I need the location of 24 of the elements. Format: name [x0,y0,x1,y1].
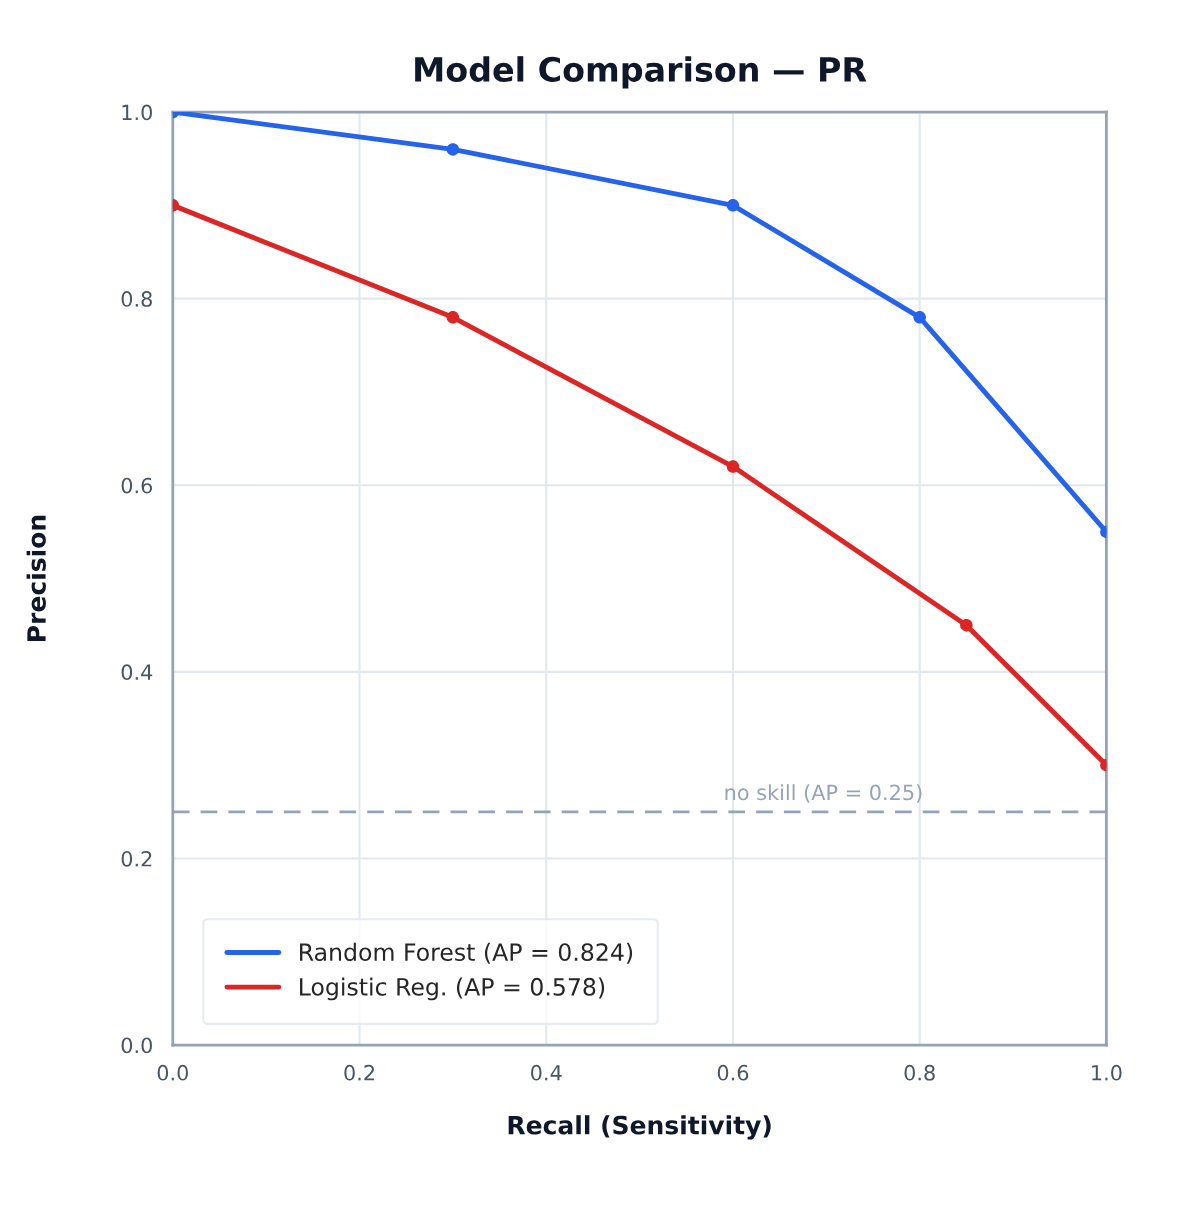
point [446,311,460,324]
legend-label: Logistic Reg. (AP = 0.578) [300,977,605,1001]
x-tick-label: 0.6 [717,1064,749,1081]
y-tick-label: 0.2 [121,850,152,867]
x-tick-label: 0.4 [531,1064,562,1081]
y-tick-label: 0.0 [121,1037,152,1054]
point [446,143,460,156]
ref-line-label: no skill (AP = 0.25) [725,784,922,803]
y-tick-label: 0.8 [121,291,152,307]
x-tick-label: 1.0 [1092,1064,1122,1081]
y-tick-label: 0.4 [121,664,153,681]
point [960,618,973,632]
y-tick-label: 1.0 [122,104,152,121]
point [726,460,740,473]
legend-label: Random Forest (AP = 0.824) [300,942,633,964]
x-tick-label: 0.0 [157,1064,188,1081]
y-axis-title: Precision [26,515,46,641]
y-tick-label: 0.6 [121,477,153,494]
x-tick-label: 0.2 [344,1064,374,1081]
point [726,199,740,212]
x-axis-title: Recall (Sensitivity) [508,1115,771,1140]
x-tick-label: 0.8 [904,1064,935,1081]
point [913,311,926,324]
chart-title: Model Comparison — PR [415,56,867,89]
